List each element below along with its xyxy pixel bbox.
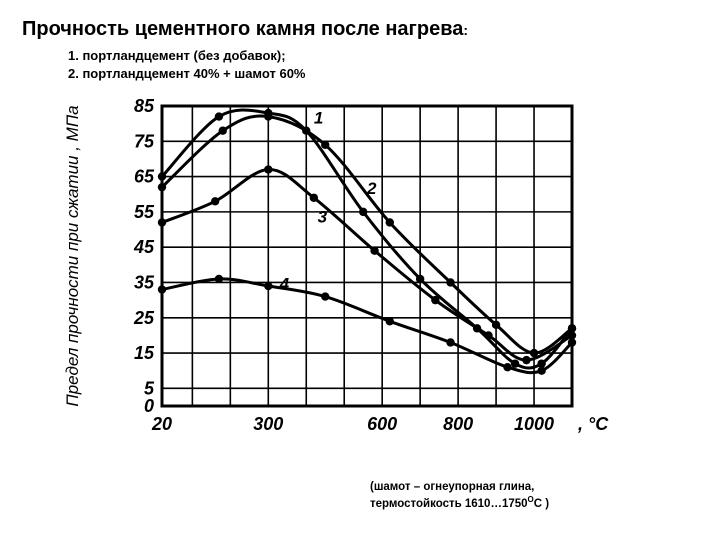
chart-svg: 05 15 25 35 45 55 65 75 85 20 300 600 800 1000 , °С Пре… bbox=[52, 92, 612, 452]
page-root: Прочность цементного камня после нагрева… bbox=[0, 0, 720, 540]
svg-text:5: 5 bbox=[144, 378, 155, 398]
legend-item: 2. портландцемент 40% + шамот 60% bbox=[68, 65, 704, 83]
svg-text:85: 85 bbox=[134, 96, 155, 116]
svg-text:600: 600 bbox=[367, 414, 397, 434]
title-colon: : bbox=[463, 22, 468, 38]
svg-text:15: 15 bbox=[134, 343, 155, 363]
svg-text:1000: 1000 bbox=[514, 414, 554, 434]
svg-text:300: 300 bbox=[253, 414, 283, 434]
svg-text:75: 75 bbox=[134, 131, 155, 151]
svg-text:20: 20 bbox=[151, 414, 172, 434]
footnote-line: (шамот – огнеупорная глина, bbox=[370, 480, 549, 495]
title-text: Прочность цементного камня после нагрева bbox=[22, 18, 463, 40]
svg-text:25: 25 bbox=[133, 308, 155, 328]
svg-text:35: 35 bbox=[134, 273, 155, 293]
footnote-line: термостойкость 1610…1750ОС ) bbox=[370, 495, 549, 512]
svg-text:Предел прочности при сжатии ,: Предел прочности при сжатии , МПа bbox=[63, 105, 82, 406]
svg-text:0: 0 bbox=[144, 396, 154, 416]
svg-text:1: 1 bbox=[314, 109, 323, 128]
legend-block: 1. портландцемент (без добавок); 2. порт… bbox=[68, 47, 704, 82]
page-title: Прочность цементного камня после нагрева… bbox=[22, 18, 704, 41]
footnote: (шамот – огнеупорная глина, термостойкос… bbox=[370, 480, 549, 512]
svg-text:55: 55 bbox=[134, 202, 155, 222]
svg-text:800: 800 bbox=[443, 414, 473, 434]
svg-text:4: 4 bbox=[279, 275, 290, 294]
chart-container: 05 15 25 35 45 55 65 75 85 20 300 600 800 1000 , °С Пре… bbox=[52, 92, 612, 452]
svg-text:3: 3 bbox=[318, 208, 328, 227]
svg-text:65: 65 bbox=[134, 167, 155, 187]
svg-text:45: 45 bbox=[133, 237, 155, 257]
svg-text:2: 2 bbox=[366, 179, 377, 198]
legend-item: 1. портландцемент (без добавок); bbox=[68, 47, 704, 65]
svg-text:, °С: , °С bbox=[577, 414, 609, 434]
